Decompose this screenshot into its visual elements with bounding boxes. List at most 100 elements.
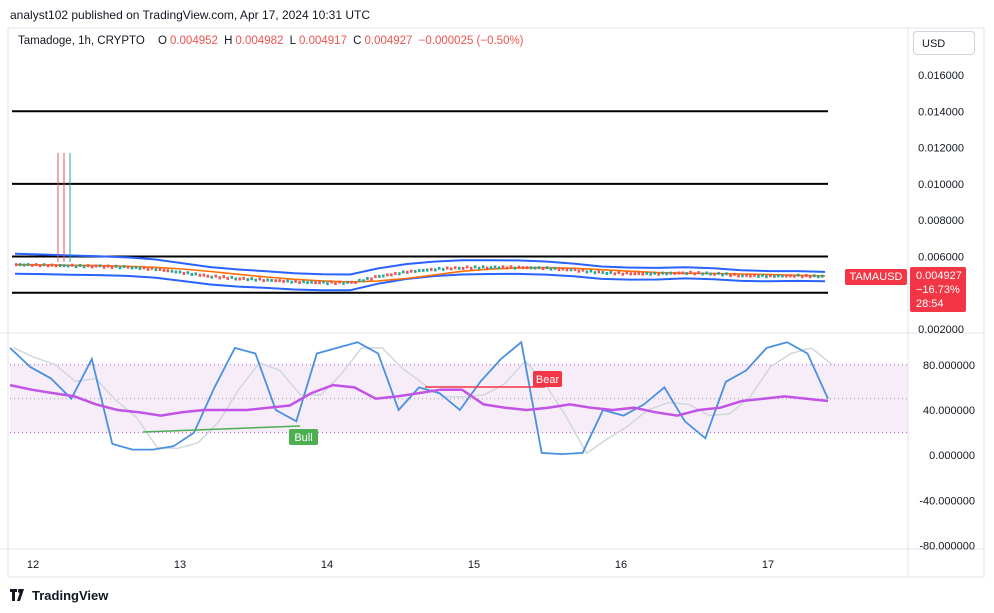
- candle: [246, 278, 249, 282]
- candle: [214, 274, 218, 278]
- change-percent: −16.73%: [916, 284, 960, 296]
- candle: [86, 264, 90, 268]
- candle: [390, 273, 393, 277]
- candle: [118, 266, 122, 270]
- signal-bull-label: Bull: [294, 432, 312, 444]
- candle: [382, 274, 385, 278]
- axes-group: 0.016000 0.014000 0.012000 0.010000 0.008000…: [27, 70, 975, 571]
- candle: [362, 279, 365, 283]
- candle: [410, 269, 413, 273]
- candle: [102, 265, 106, 269]
- candle: [210, 275, 214, 279]
- candle: [729, 274, 732, 278]
- low-label: L: [289, 35, 296, 47]
- candle: [242, 276, 245, 280]
- candle: [130, 266, 134, 270]
- candle: [793, 274, 796, 278]
- candle: [230, 275, 234, 279]
- candle: [314, 281, 317, 285]
- candle: [681, 271, 684, 275]
- ohlc-legend: Tamadoge, 1h, CRYPTO O 0.004952 H 0.004982…: [18, 35, 527, 47]
- price-axis-tick: 0.006000: [918, 252, 964, 264]
- candle: [298, 281, 301, 285]
- candle: [553, 266, 557, 270]
- candle: [202, 273, 206, 277]
- candle: [809, 275, 812, 279]
- candle: [310, 280, 313, 284]
- oscillator-axis-tick: 0.000000: [929, 450, 975, 462]
- candle: [178, 270, 182, 274]
- candle: [422, 268, 425, 272]
- candle: [35, 263, 38, 267]
- tradingview-logo[interactable]: TradingView: [10, 588, 108, 603]
- candle: [262, 279, 265, 283]
- candle: [278, 279, 281, 283]
- candle: [453, 266, 457, 270]
- candle: [318, 281, 321, 285]
- symbol-name[interactable]: Tamadoge, 1h, CRYPTO: [18, 35, 145, 47]
- candle: [485, 266, 489, 270]
- low-value: 0.004917: [299, 35, 347, 47]
- candle: [621, 272, 625, 276]
- open-label: O: [157, 35, 167, 47]
- stochastic-d-line: [13, 347, 833, 455]
- candle: [274, 279, 277, 283]
- candle: [649, 272, 652, 276]
- candle: [166, 269, 170, 273]
- candle: [142, 266, 146, 270]
- candle: [334, 281, 337, 285]
- candle: [234, 277, 238, 281]
- candle: [158, 268, 162, 272]
- candle: [737, 274, 740, 278]
- candle: [665, 272, 668, 276]
- stochastic-k-line: [9, 340, 829, 456]
- candle: [266, 278, 269, 282]
- candle: [557, 268, 561, 272]
- candle: [182, 272, 186, 276]
- candle: [437, 266, 441, 270]
- candle: [713, 272, 716, 276]
- candle: [449, 267, 453, 271]
- candle: [461, 266, 465, 270]
- time-axis-tick: 15: [468, 559, 480, 571]
- candle: [745, 273, 748, 277]
- candle: [581, 268, 585, 272]
- candle: [797, 273, 800, 277]
- candle: [218, 276, 222, 280]
- candle: [777, 274, 780, 278]
- candle: [386, 273, 389, 277]
- candle: [198, 273, 202, 277]
- close-label: C: [353, 35, 362, 47]
- candle: [725, 272, 728, 276]
- candle: [134, 266, 138, 270]
- price-pane: [12, 110, 828, 294]
- candle: [569, 268, 573, 272]
- candle: [733, 272, 736, 276]
- candle: [533, 266, 537, 270]
- oscillator-pane: Bear Bull: [9, 340, 908, 456]
- candle: [677, 271, 680, 275]
- candle: [50, 263, 54, 267]
- currency-button[interactable]: USD: [913, 31, 975, 55]
- oscillator-axis-tick: -80.000000: [919, 541, 975, 553]
- price-axis-tick: 0.016000: [918, 70, 964, 82]
- candle: [457, 266, 461, 270]
- candle: [617, 271, 621, 275]
- candle: [206, 274, 210, 278]
- candle: [346, 280, 349, 284]
- candle: [354, 281, 357, 285]
- candle: [497, 266, 501, 270]
- oscillator-axis-tick: -40.000000: [919, 495, 975, 507]
- candle: [402, 270, 405, 274]
- candle: [637, 272, 640, 276]
- candle: [282, 279, 285, 283]
- tradingview-icon: [10, 589, 24, 601]
- candle: [90, 265, 94, 269]
- price-axis-tick: 0.008000: [918, 215, 964, 227]
- candle: [66, 264, 70, 268]
- candle: [693, 272, 696, 276]
- candle: [781, 274, 784, 278]
- candle: [697, 271, 700, 275]
- candle: [513, 266, 517, 270]
- candle: [517, 265, 521, 269]
